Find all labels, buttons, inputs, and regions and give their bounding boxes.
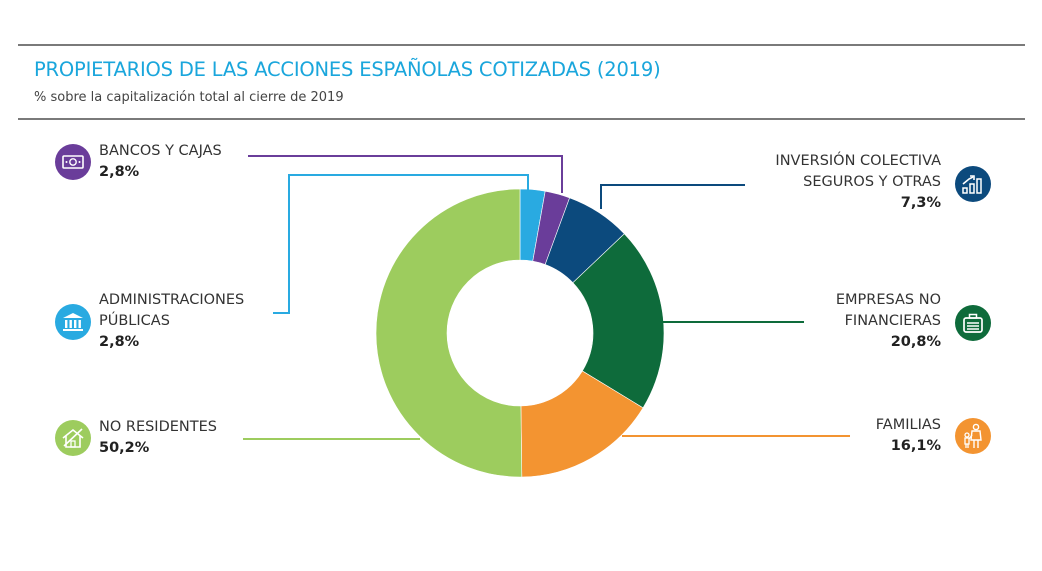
donut-slice-5 bbox=[375, 188, 523, 478]
growth-chart-icon bbox=[955, 166, 991, 202]
leader-line-2 bbox=[600, 184, 745, 209]
label-inversion-name-1: INVERSIÓN COLECTIVA bbox=[775, 153, 941, 169]
bank-building-icon bbox=[55, 304, 91, 340]
label-administraciones-name-1: ADMINISTRACIONES bbox=[99, 292, 245, 308]
chart-title: PROPIETARIOS DE LAS ACCIONES ESPAÑOLAS C… bbox=[34, 58, 661, 81]
label-administraciones-name-2: PÚBLICAS bbox=[99, 313, 170, 329]
label-bancos-name: BANCOS Y CAJAS bbox=[99, 143, 222, 159]
label-no-residentes-name: NO RESIDENTES bbox=[99, 419, 217, 435]
banknote-icon bbox=[55, 144, 91, 180]
label-empresas-name-2: FINANCIERAS bbox=[844, 313, 941, 329]
label-inversion-name-2: SEGUROS Y OTRAS bbox=[803, 174, 941, 190]
label-bancos-value: 2,8% bbox=[99, 164, 140, 180]
label-familias-name: FAMILIAS bbox=[875, 417, 941, 433]
leader-line-0 bbox=[273, 174, 529, 314]
label-familias: FAMILIAS 16,1% bbox=[876, 415, 941, 457]
label-familias-value: 16,1% bbox=[890, 438, 941, 454]
label-inversion-value: 7,3% bbox=[900, 195, 941, 211]
briefcase-icon bbox=[955, 305, 991, 341]
label-empresas-value: 20,8% bbox=[890, 334, 941, 350]
leader-line-1 bbox=[248, 155, 563, 193]
bottom-rule bbox=[18, 118, 1025, 120]
label-inversion: INVERSIÓN COLECTIVA SEGUROS Y OTRAS 7,3% bbox=[775, 151, 941, 214]
chart-subtitle: % sobre la capitalización total al cierr… bbox=[34, 90, 344, 105]
family-icon bbox=[955, 418, 991, 454]
label-bancos: BANCOS Y CAJAS 2,8% bbox=[99, 141, 222, 183]
donut-slice-3 bbox=[572, 233, 665, 409]
label-administraciones: ADMINISTRACIONES PÚBLICAS 2,8% bbox=[99, 290, 244, 353]
label-no-residentes: NO RESIDENTES 50,2% bbox=[99, 417, 217, 459]
label-administraciones-value: 2,8% bbox=[99, 334, 140, 350]
house-crossed-icon bbox=[55, 420, 91, 456]
top-rule bbox=[18, 44, 1025, 46]
label-empresas: EMPRESAS NO FINANCIERAS 20,8% bbox=[836, 290, 941, 353]
label-empresas-name-1: EMPRESAS NO bbox=[835, 292, 941, 308]
label-no-residentes-value: 50,2% bbox=[99, 440, 150, 456]
